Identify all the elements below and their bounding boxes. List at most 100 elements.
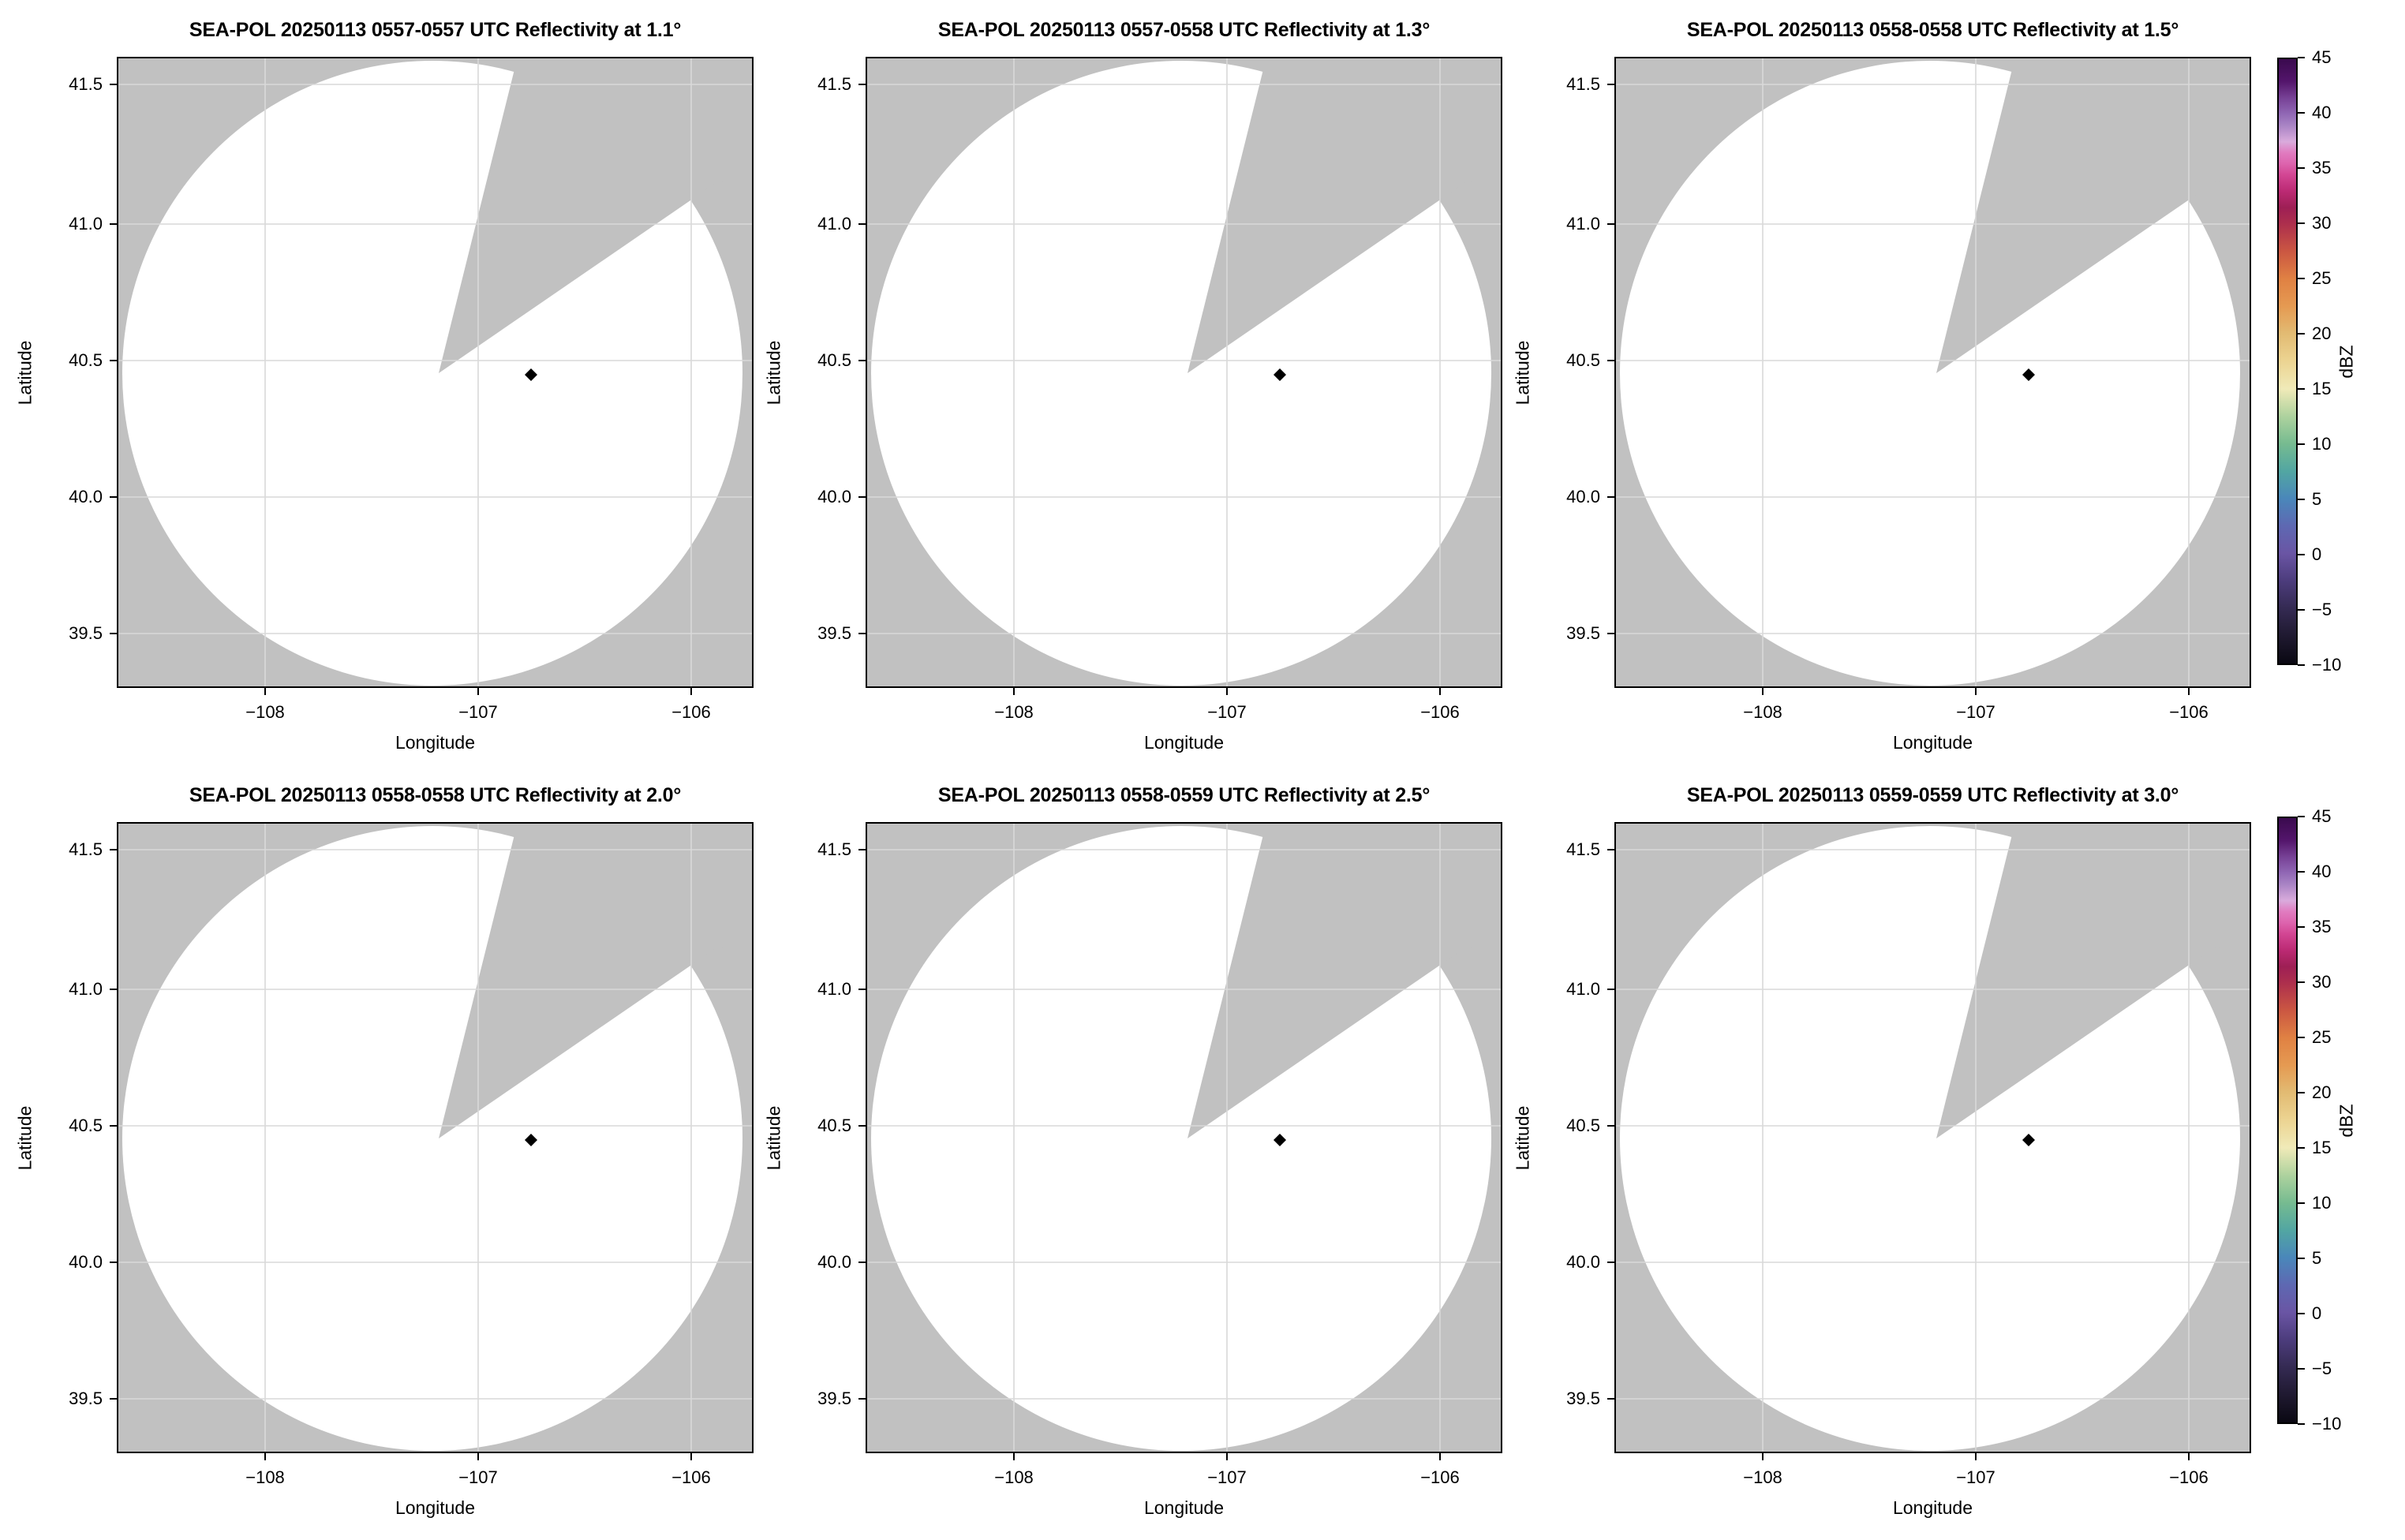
- radar-site-marker: [2022, 1134, 2035, 1146]
- x-tick-label: −108: [994, 702, 1034, 722]
- y-tick-mark: [110, 633, 117, 635]
- radar-site-marker: [2022, 368, 2035, 381]
- y-tick-mark: [858, 849, 866, 851]
- x-tick-mark: [690, 688, 692, 695]
- y-axis-label: Latitude: [14, 1105, 36, 1170]
- radar-site-marker: [525, 368, 537, 381]
- panel-title: SEA-POL 20250113 0558-0559 UTC Reflectiv…: [937, 784, 1431, 806]
- missing-sector-wedge: [1936, 822, 2251, 1138]
- y-tick-label: 40.0: [1566, 1252, 1600, 1272]
- x-tick-mark: [1974, 1453, 1977, 1460]
- x-tick-mark: [1013, 688, 1015, 695]
- x-tick-label: −107: [1207, 1467, 1247, 1487]
- y-tick-mark: [858, 1262, 866, 1263]
- plot-area: 41.5 41.0 40.5 40.0 39.5 −108 −107 −106: [1566, 57, 2251, 721]
- plot-frame: [1614, 57, 2251, 688]
- colorbar-units-label: dBZ: [2329, 817, 2364, 1424]
- x-tick-label: −108: [994, 1467, 1034, 1487]
- y-axis-label: Latitude: [763, 1105, 784, 1170]
- colorbar-tick-label: 0: [2312, 1303, 2322, 1323]
- y-tick-mark: [1607, 1398, 1614, 1400]
- y-tick-mark: [1607, 849, 1614, 851]
- colorbar-tick-mark: [2298, 333, 2305, 335]
- y-tick-mark: [858, 84, 866, 86]
- y-tick-mark: [1607, 360, 1614, 362]
- x-tick-label: −108: [245, 1467, 285, 1487]
- x-axis-label: Longitude: [1143, 732, 1225, 753]
- colorbar: [2277, 58, 2298, 665]
- y-tick-label: 40.5: [817, 350, 851, 371]
- x-tick-label: −107: [1207, 702, 1247, 722]
- y-tick-label: 40.5: [69, 350, 103, 371]
- colorbar-tick-label: 15: [2312, 379, 2332, 398]
- colorbar-tick-label: 15: [2312, 1138, 2332, 1157]
- x-tick-mark: [1762, 688, 1764, 695]
- colorbar-tick-label: 40: [2312, 862, 2332, 881]
- colorbar-tick-label: 5: [2312, 1248, 2322, 1268]
- y-tick-label: 40.0: [817, 1252, 851, 1272]
- y-tick-label: 39.5: [1566, 1389, 1600, 1409]
- colorbar-tick-mark: [2298, 1147, 2305, 1149]
- y-tick-label: 41.5: [69, 74, 103, 95]
- gridlines: [117, 57, 754, 688]
- y-tick-mark: [858, 1125, 866, 1127]
- y-tick-mark: [110, 1262, 117, 1263]
- panel-title: SEA-POL 20250113 0558-0558 UTC Reflectiv…: [189, 784, 682, 806]
- y-tick-mark: [1607, 84, 1614, 86]
- colorbar-tick-mark: [2298, 278, 2305, 279]
- panel-title: SEA-POL 20250113 0557-0557 UTC Reflectiv…: [189, 19, 682, 41]
- y-tick-mark: [110, 360, 117, 362]
- y-tick-label: 40.5: [817, 1116, 851, 1136]
- y-tick-label: 41.0: [69, 979, 103, 999]
- y-tick-mark: [110, 1125, 117, 1127]
- plot-frame: [1614, 822, 2251, 1453]
- colorbar-tick-label: 40: [2312, 103, 2332, 122]
- colorbar-tick-mark: [2298, 871, 2305, 873]
- panel-title: SEA-POL 20250113 0557-0558 UTC Reflectiv…: [937, 19, 1431, 41]
- plot-frame: [117, 822, 754, 1453]
- x-tick-label: −107: [1956, 702, 1995, 722]
- radar-panel: SEA-POL 20250113 0558-0559 UTC Reflectiv…: [749, 765, 1502, 1531]
- gridlines: [866, 57, 1502, 688]
- y-tick-label: 39.5: [69, 1389, 103, 1409]
- y-tick-label: 40.5: [1566, 1116, 1600, 1136]
- colorbar-tick-mark: [2298, 1423, 2305, 1425]
- radar-site-marker: [1274, 1134, 1286, 1146]
- x-tick-mark: [1013, 1453, 1015, 1460]
- colorbar-tick-mark: [2298, 1037, 2305, 1038]
- y-tick-label: 40.0: [817, 487, 851, 506]
- x-tick-label: −106: [2169, 702, 2209, 722]
- y-tick-mark: [1607, 223, 1614, 225]
- colorbar-tick-label: 35: [2312, 158, 2332, 178]
- x-tick-label: −106: [671, 702, 711, 722]
- plot-area: 41.5 41.0 40.5 40.0 39.5 −108 −107 −106: [1566, 822, 2251, 1486]
- y-tick-label: 41.0: [69, 214, 103, 234]
- radar-ppi-image: [117, 822, 754, 1453]
- x-axis-label: Longitude: [1143, 1497, 1225, 1518]
- plot-frame: [866, 57, 1502, 688]
- plot-area: 41.5 41.0 40.5 40.0 39.5 −108 −107 −106: [69, 822, 754, 1486]
- y-tick-label: 41.5: [817, 74, 851, 95]
- x-tick-mark: [2187, 1453, 2190, 1460]
- missing-sector-wedge: [439, 57, 754, 373]
- missing-sector-wedge: [1936, 57, 2251, 373]
- y-tick-mark: [1607, 496, 1614, 498]
- x-tick-label: −106: [1420, 1467, 1460, 1487]
- y-tick-label: 41.5: [1566, 839, 1600, 860]
- colorbar-tick-mark: [2298, 222, 2305, 224]
- y-tick-label: 41.0: [1566, 214, 1600, 234]
- y-tick-label: 40.0: [69, 487, 103, 506]
- colorbar-tick-label: 5: [2312, 489, 2322, 509]
- colorbar-tick-label: 10: [2312, 1193, 2332, 1213]
- y-axis-label: Latitude: [1512, 1105, 1533, 1170]
- colorbar-tick-label: 30: [2312, 213, 2332, 233]
- radar-ppi-image: [117, 57, 754, 688]
- gridlines: [1614, 57, 2251, 688]
- colorbar-units-text: dBZ: [2336, 1103, 2357, 1138]
- plot-frame: [117, 57, 754, 688]
- colorbar-tick-mark: [2298, 816, 2305, 817]
- y-tick-label: 39.5: [69, 623, 103, 644]
- y-tick-mark: [110, 496, 117, 498]
- x-tick-mark: [477, 1453, 479, 1460]
